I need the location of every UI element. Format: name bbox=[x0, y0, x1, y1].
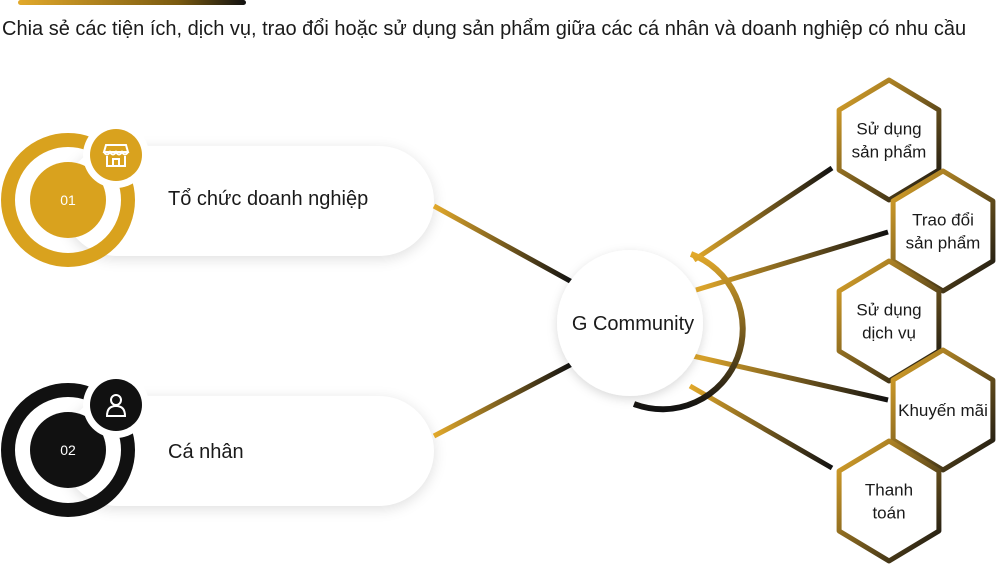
hex-connectors bbox=[688, 165, 889, 471]
hexagon-shape bbox=[836, 77, 942, 203]
connector-hub-activity bbox=[692, 353, 889, 403]
participant-label-business: Tổ chức doanh nghiệp bbox=[168, 188, 369, 210]
activity-hexagon: Thanh toán bbox=[836, 438, 942, 564]
participant-number: 01 bbox=[60, 192, 76, 208]
activity-label: Trao đổi bbox=[912, 211, 974, 230]
activity-label: Thanh bbox=[865, 481, 913, 500]
activity-label: Sử dụng bbox=[856, 120, 921, 139]
hub-label: G Community bbox=[572, 313, 694, 335]
connector-hub-activity bbox=[692, 165, 834, 263]
activity-label: Sử dụng bbox=[856, 301, 921, 320]
top-accent-bar bbox=[18, 0, 246, 5]
hub-node: G Community bbox=[557, 250, 746, 413]
connector-hub-activity bbox=[688, 383, 834, 471]
connector-individual-hub bbox=[432, 361, 574, 439]
activity-label: sản phẩm bbox=[906, 234, 981, 253]
activity-hexes: Sử dụng sản phẩm Trao đổi sản phẩm Sử dụng dị… bbox=[836, 77, 996, 564]
hexagon-shape bbox=[836, 258, 942, 384]
person-icon bbox=[105, 394, 127, 417]
page-subtitle: Chia sẻ các tiện ích, dịch vụ, trao đổi … bbox=[2, 18, 967, 40]
participant-badge-business: 01 bbox=[1, 122, 149, 267]
activity-hexagon: Sử dụng sản phẩm bbox=[836, 77, 942, 203]
activity-hexagon: Trao đổi sản phẩm bbox=[890, 168, 996, 294]
participant-badge-individual: 02 bbox=[1, 372, 149, 517]
activity-label: sản phẩm bbox=[852, 143, 927, 162]
activity-label: toán bbox=[872, 504, 905, 523]
hexagon-shape bbox=[890, 347, 996, 473]
hexagon-shape bbox=[890, 168, 996, 294]
activity-label: dịch vụ bbox=[862, 324, 916, 343]
hub-arc bbox=[632, 251, 746, 413]
hexagon-shape bbox=[836, 438, 942, 564]
activity-hexagon: Sử dụng dịch vụ bbox=[836, 258, 942, 384]
activity-hexagon: Khuyến mãi bbox=[890, 347, 996, 473]
participant-label-individual: Cá nhân bbox=[168, 441, 244, 463]
participant-number: 02 bbox=[60, 442, 76, 458]
activity-label: Khuyến mãi bbox=[898, 401, 988, 420]
store-icon bbox=[102, 144, 130, 167]
connector-business-hub bbox=[432, 203, 574, 285]
